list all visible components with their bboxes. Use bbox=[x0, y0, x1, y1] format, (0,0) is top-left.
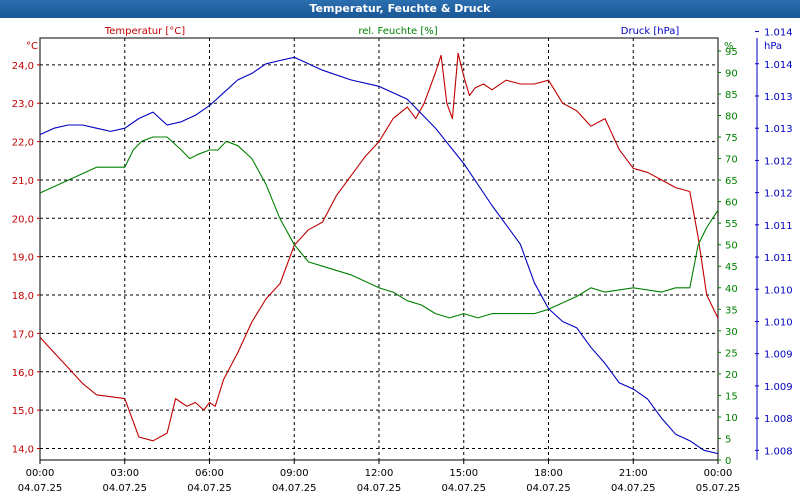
x-tick-time-label: 21:00 bbox=[619, 468, 648, 479]
humidity-tick-label: 20 bbox=[725, 370, 738, 381]
humidity-tick-label: 30 bbox=[725, 327, 738, 338]
x-tick-date-label: 04.07.25 bbox=[272, 483, 317, 494]
humidity-tick-label: 40 bbox=[725, 284, 738, 295]
x-tick-date-label: 04.07.25 bbox=[357, 483, 402, 494]
humidity-tick-label: 65 bbox=[725, 176, 738, 187]
humidity-tick-label: 10 bbox=[725, 413, 738, 424]
pressure-tick-label: 1.012 bbox=[764, 189, 793, 200]
humidity-tick-label: 55 bbox=[725, 219, 738, 230]
pressure-unit-label: hPa bbox=[764, 41, 782, 52]
temperature-tick-label: 18,0 bbox=[12, 291, 34, 302]
x-tick-date-label: 04.07.25 bbox=[526, 483, 571, 494]
pressure-tick-label: 1.011 bbox=[764, 221, 793, 232]
window-title: Temperatur, Feuchte & Druck bbox=[0, 0, 800, 18]
pressure-tick-label: 1.011 bbox=[764, 253, 793, 264]
pressure-tick-label: 1.009 bbox=[764, 350, 793, 361]
temperature-tick-label: 17,0 bbox=[12, 329, 34, 340]
temperature-tick-label: 19,0 bbox=[12, 253, 34, 264]
humidity-tick-label: 35 bbox=[725, 305, 738, 316]
humidity-axis-label: rel. Feuchte [%] bbox=[358, 26, 437, 37]
pressure-tick-label: 1.008 bbox=[764, 414, 793, 425]
pressure-tick-label: 1.010 bbox=[764, 317, 793, 328]
humidity-tick-label: 25 bbox=[725, 348, 738, 359]
x-tick-date-label: 05.07.25 bbox=[696, 483, 741, 494]
humidity-tick-label: 75 bbox=[725, 133, 738, 144]
humidity-tick-label: 5 bbox=[725, 434, 731, 445]
pressure-tick-label: 1.010 bbox=[764, 285, 793, 296]
humidity-tick-label: 45 bbox=[725, 262, 738, 273]
x-tick-date-label: 04.07.25 bbox=[102, 483, 147, 494]
x-tick-time-label: 06:00 bbox=[195, 468, 224, 479]
temperature-tick-label: 21,0 bbox=[12, 176, 34, 187]
humidity-tick-label: 95 bbox=[725, 47, 738, 58]
temperature-tick-label: 24,0 bbox=[12, 61, 34, 72]
humidity-tick-label: 50 bbox=[725, 241, 738, 252]
temperature-tick-label: 14,0 bbox=[12, 444, 34, 455]
pressure-tick-label: 1.013 bbox=[764, 92, 793, 103]
pressure-tick-label: 1.014 bbox=[764, 28, 793, 39]
x-tick-time-label: 18:00 bbox=[534, 468, 563, 479]
pressure-series-line bbox=[39, 56, 719, 455]
x-tick-date-label: 04.07.25 bbox=[18, 483, 63, 494]
temperature-unit-label: °C bbox=[26, 41, 38, 52]
humidity-tick-label: 85 bbox=[725, 90, 738, 101]
x-tick-time-label: 12:00 bbox=[365, 468, 394, 479]
humidity-tick-label: 0 bbox=[725, 456, 731, 467]
x-tick-time-label: 15:00 bbox=[449, 468, 478, 479]
x-tick-date-label: 04.07.25 bbox=[441, 483, 486, 494]
x-tick-date-label: 04.07.25 bbox=[611, 483, 656, 494]
temperature-tick-label: 16,0 bbox=[12, 368, 34, 379]
x-tick-time-label: 09:00 bbox=[280, 468, 309, 479]
x-tick-time-label: 00:00 bbox=[704, 468, 733, 479]
humidity-tick-label: 70 bbox=[725, 155, 738, 166]
humidity-tick-label: 80 bbox=[725, 112, 738, 123]
temperature-tick-label: 23,0 bbox=[12, 99, 34, 110]
x-tick-date-label: 04.07.25 bbox=[187, 483, 232, 494]
temperature-tick-label: 15,0 bbox=[12, 406, 34, 417]
pressure-axis-label: Druck [hPa] bbox=[621, 26, 680, 37]
x-tick-time-label: 00:00 bbox=[26, 468, 55, 479]
temperature-tick-label: 22,0 bbox=[12, 138, 34, 149]
humidity-tick-label: 60 bbox=[725, 198, 738, 209]
pressure-tick-label: 1.009 bbox=[764, 382, 793, 393]
x-tick-time-label: 03:00 bbox=[110, 468, 139, 479]
pressure-tick-label: 1.013 bbox=[764, 124, 793, 135]
temperature-axis-label: Temperatur [°C] bbox=[104, 26, 185, 37]
humidity-tick-label: 90 bbox=[725, 68, 738, 79]
temperature-tick-label: 20,0 bbox=[12, 214, 34, 225]
humidity-series-line bbox=[39, 136, 719, 319]
pressure-tick-label: 1.014 bbox=[764, 60, 793, 71]
humidity-tick-label: 15 bbox=[725, 391, 738, 402]
pressure-tick-label: 1.012 bbox=[764, 156, 793, 167]
temperature-series-line bbox=[39, 52, 719, 442]
pressure-tick-label: 1.008 bbox=[764, 446, 793, 457]
humidity-unit-label: % bbox=[724, 41, 734, 52]
